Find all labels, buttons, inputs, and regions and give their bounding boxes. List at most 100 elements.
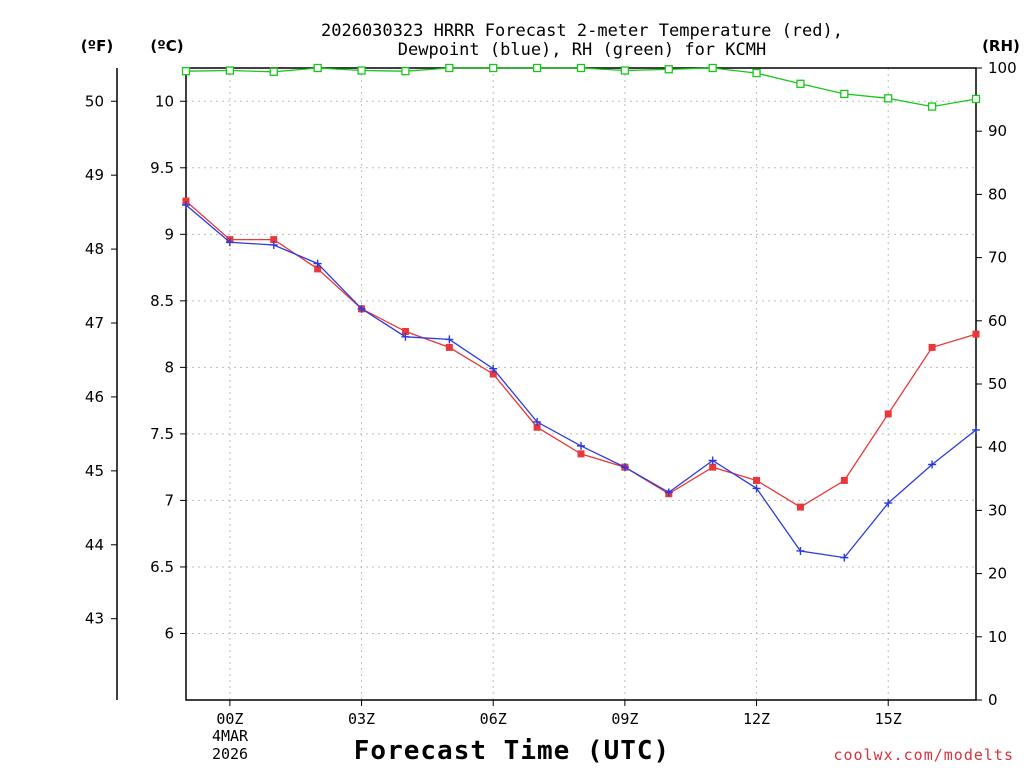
dewpoint-point — [533, 417, 542, 426]
rh-tick-label: 70 — [988, 249, 1007, 267]
watermark: coolwx.com/modelts — [833, 746, 1014, 764]
rh-point — [313, 63, 322, 73]
dewpoint-line — [185, 204, 977, 559]
rh-point — [489, 63, 498, 73]
celsius-tick-label: 9 — [164, 225, 174, 243]
dewpoint-point — [796, 546, 805, 555]
x-tick-label: 15Z — [875, 710, 902, 728]
date-day-label: 4MAR — [212, 727, 249, 745]
celsius-tick-label: 7 — [164, 491, 174, 509]
rh-point — [532, 63, 542, 73]
celsius-tick-label: 7.5 — [150, 425, 174, 443]
rh-point — [752, 68, 761, 78]
rh-tick-label: 40 — [988, 438, 1007, 456]
celsius-tick-label: 6 — [164, 624, 174, 642]
rh-point — [576, 63, 586, 73]
fahrenheit-tick-label: 50 — [85, 92, 104, 110]
dewpoint-point — [928, 460, 937, 469]
rh-point — [664, 65, 673, 74]
rh-ticks: 0 10 20 30 40 50 60 70 80 90 100 — [976, 59, 1017, 709]
temperature-point — [445, 343, 453, 351]
temperature-point — [533, 423, 541, 431]
dewpoint-point — [401, 332, 410, 341]
temperature-point — [709, 463, 717, 471]
rh-point — [269, 67, 278, 76]
rh-point — [971, 94, 981, 104]
fahrenheit-unit-label: (ºF) — [81, 37, 113, 55]
temperature-point — [840, 476, 848, 484]
celsius-tick-label: 8.5 — [150, 292, 174, 310]
rh-tick-label: 30 — [988, 501, 1007, 519]
temperature-point — [753, 476, 761, 484]
celsius-tick-label: 6.5 — [150, 558, 174, 576]
temperature-point — [972, 330, 980, 338]
rh-tick-label: 60 — [988, 312, 1007, 330]
fahrenheit-tick-label: 44 — [85, 536, 104, 554]
dewpoint-point — [752, 484, 761, 493]
rh-point — [225, 66, 235, 75]
temperature-line — [185, 200, 977, 508]
fahrenheit-tick-label: 49 — [85, 166, 104, 184]
rh-unit-label: (RH) — [982, 37, 1020, 55]
x-tick-label: 12Z — [743, 710, 770, 728]
chart-title-line2: Dewpoint (blue), RH (green) for KCMH — [398, 40, 766, 60]
fahrenheit-ticks: 43 44 45 46 47 48 49 50 — [85, 92, 117, 628]
temperature-point — [489, 370, 497, 378]
rh-point — [708, 63, 717, 73]
temperature-point — [796, 503, 804, 511]
x-tick-label: 09Z — [611, 710, 638, 728]
rh-point — [927, 102, 937, 111]
rh-point — [445, 63, 454, 73]
dewpoint-point — [357, 304, 366, 313]
dewpoint-point — [489, 364, 498, 373]
temperature-point — [401, 327, 409, 335]
x-tick-label: 00Z — [216, 710, 243, 728]
fahrenheit-tick-label: 43 — [85, 610, 104, 628]
celsius-ticks: 6 6.5 7 7.5 8 8.5 9 9.5 10 — [150, 92, 186, 642]
dewpoint-point — [445, 335, 454, 344]
rh-tick-label: 20 — [988, 565, 1007, 583]
rh-point — [796, 79, 805, 88]
fahrenheit-tick-label: 45 — [85, 462, 104, 480]
series-dewpoint — [182, 201, 980, 562]
x-ticks: 00Z 03Z 06Z 09Z 12Z 15Z — [216, 700, 902, 728]
celsius-tick-label: 9.5 — [150, 159, 174, 177]
celsius-unit-label: (ºC) — [150, 37, 183, 55]
grid-lines — [186, 68, 976, 700]
dewpoint-point — [269, 240, 278, 249]
rh-tick-label: 10 — [988, 628, 1007, 646]
rh-point — [181, 67, 191, 76]
temperature-point — [270, 236, 278, 244]
dewpoint-point — [972, 425, 980, 434]
plot-frame — [185, 67, 977, 701]
fahrenheit-tick-label: 47 — [85, 314, 104, 332]
series-rh — [181, 63, 981, 111]
x-tick-label: 06Z — [480, 710, 507, 728]
celsius-tick-label: 8 — [164, 358, 174, 376]
rh-tick-label: 100 — [988, 59, 1017, 77]
rh-point — [884, 94, 893, 103]
rh-tick-label: 50 — [988, 375, 1007, 393]
dewpoint-point — [664, 488, 673, 497]
date-year-label: 2026 — [212, 745, 248, 763]
dewpoint-point — [840, 553, 849, 562]
dewpoint-point — [884, 499, 893, 508]
rh-point — [620, 66, 630, 75]
fahrenheit-tick-label: 48 — [85, 240, 104, 258]
rh-tick-label: 90 — [988, 122, 1007, 140]
dewpoint-point — [708, 456, 717, 465]
dewpoint-point — [577, 441, 585, 450]
rh-point — [401, 67, 410, 76]
rh-line — [185, 67, 977, 108]
dewpoint-point — [225, 238, 234, 247]
series-temperature — [182, 197, 980, 511]
temperature-point — [884, 410, 892, 418]
series-layer — [181, 63, 981, 562]
dewpoint-point — [182, 201, 190, 210]
rh-tick-label: 0 — [988, 691, 998, 709]
rh-tick-label: 80 — [988, 185, 1007, 203]
rh-point — [357, 66, 366, 75]
rh-point — [840, 89, 849, 99]
celsius-tick-label: 10 — [155, 92, 174, 110]
dewpoint-point — [313, 259, 322, 268]
